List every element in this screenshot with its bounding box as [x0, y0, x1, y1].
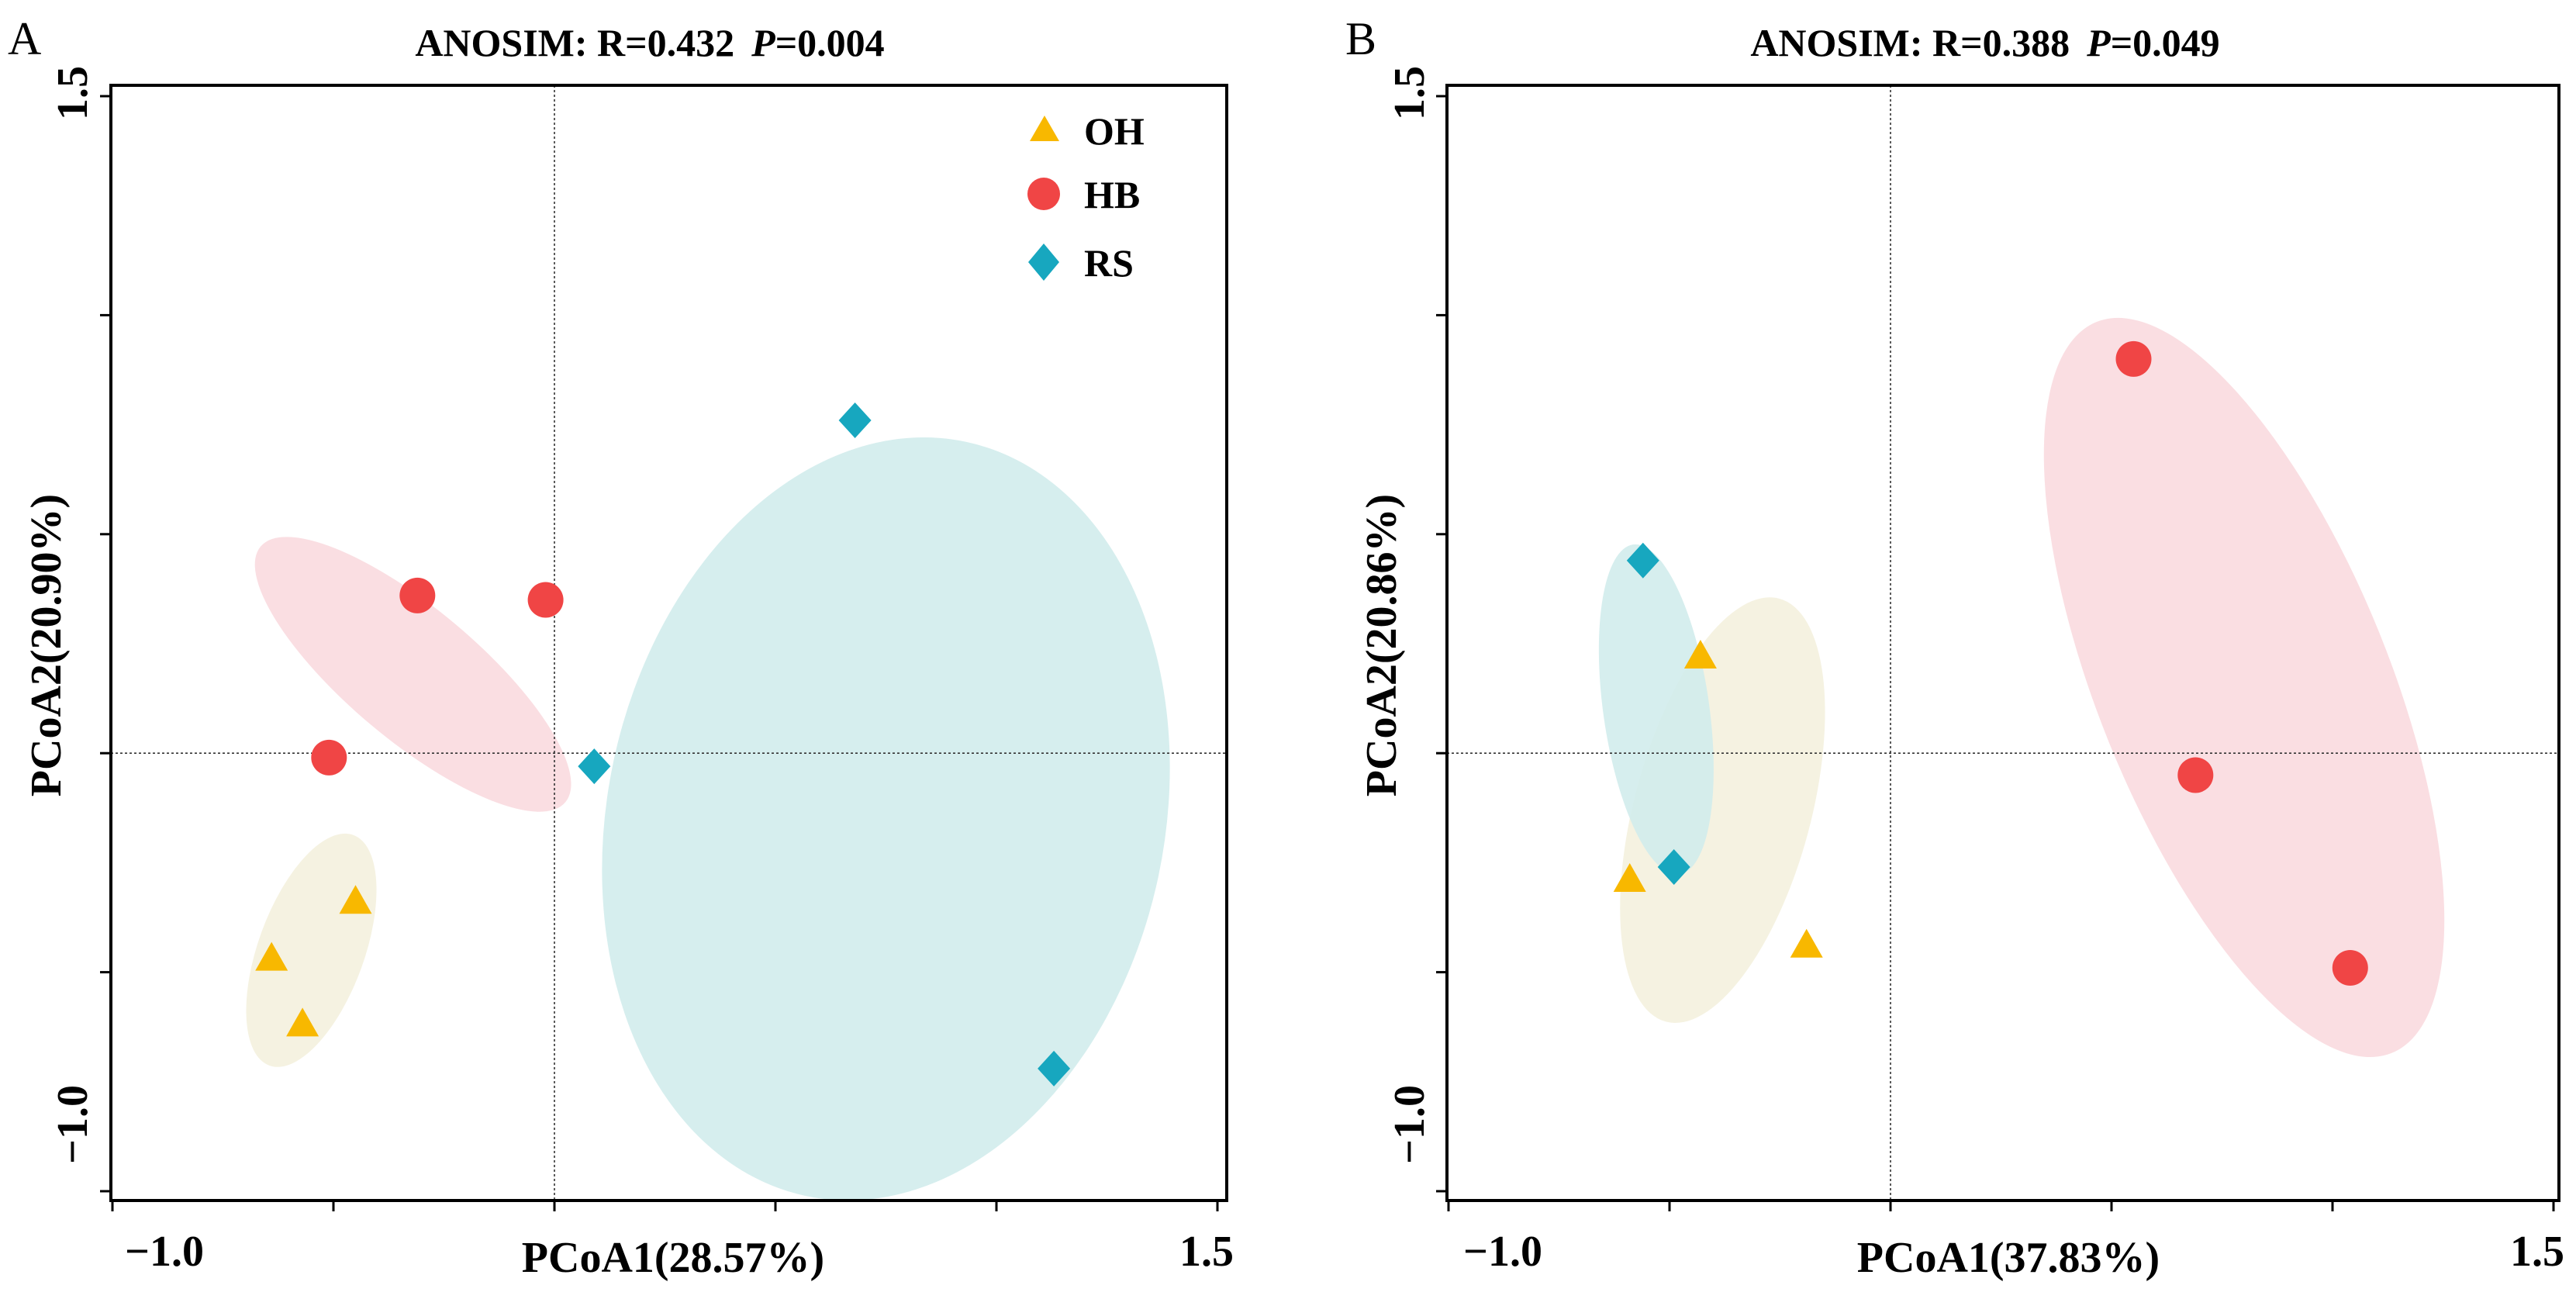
p-symbol: P [2086, 21, 2111, 64]
ellipse-rs [602, 437, 1170, 1201]
point-rs [1038, 1050, 1071, 1087]
y-tick-label-max: 1.5 [1386, 66, 1434, 120]
point-oh [1790, 928, 1823, 958]
point-rs [1657, 849, 1690, 886]
legend-label-hb: HB [1084, 173, 1140, 216]
ellipses [1598, 317, 2445, 1058]
legend-circle-icon [1027, 178, 1060, 210]
anosim-title: ANOSIM: R=0.388 P=0.049 [1750, 21, 2219, 64]
point-oh [255, 941, 288, 971]
data-points [1613, 340, 2368, 986]
y-axis-title: PCoA2(20.90%) [22, 494, 71, 796]
ellipse-rs [1598, 544, 1714, 875]
point-hb [2115, 340, 2152, 377]
point-rs [1626, 542, 1659, 579]
y-tick-label-min: −1.0 [49, 1085, 97, 1164]
data-points [255, 402, 1071, 1087]
panel-a: A ANOSIM: R=0.432 P=0.004 −1.0 1.5 −1.0 1… [8, 13, 1234, 1282]
y-axis-ticks [100, 95, 111, 1193]
x-axis-ticks [111, 1201, 1219, 1211]
y-tick-label-max: 1.5 [49, 66, 97, 120]
x-axis-title: PCoA1(28.57%) [522, 1234, 824, 1282]
point-hb [527, 582, 564, 618]
p-value: =0.049 [2111, 21, 2220, 64]
x-tick-label-max: 1.5 [1179, 1228, 1234, 1276]
legend: OH HB RS [1027, 109, 1145, 285]
legend-label-rs: RS [1084, 241, 1134, 285]
x-axis-title: PCoA1(37.83%) [1857, 1234, 2160, 1282]
x-tick-label-min: −1.0 [1463, 1228, 1542, 1276]
point-oh [1683, 639, 1717, 669]
ellipse-oh [246, 833, 377, 1067]
y-tick-label-min: −1.0 [1386, 1085, 1434, 1164]
ellipse-hb [2043, 317, 2445, 1058]
anosim-stat: ANOSIM: R=0.388 [1750, 21, 2070, 64]
x-tick-label-max: 1.5 [2510, 1228, 2564, 1276]
point-hb [311, 739, 347, 776]
x-tick-label-min: −1.0 [125, 1228, 204, 1276]
plot-frame [1445, 84, 2560, 1202]
y-axis-title: PCoA2(20.86%) [1358, 494, 1406, 796]
x-axis-ticks [1447, 1201, 2555, 1211]
legend-label-oh: OH [1084, 109, 1145, 153]
point-oh [339, 885, 372, 914]
p-symbol: P [751, 21, 775, 64]
plot-frame [109, 84, 1228, 1202]
p-value: =0.004 [775, 21, 885, 64]
ellipses [246, 437, 1170, 1201]
panel-label: A [8, 13, 41, 64]
point-hb [2332, 949, 2368, 986]
point-hb [399, 577, 436, 613]
point-oh [1613, 862, 1646, 892]
anosim-title: ANOSIM: R=0.432 P=0.004 [415, 21, 884, 64]
y-axis-ticks [1436, 95, 1447, 1193]
legend-diamond-icon [1028, 244, 1059, 281]
ellipse-hb [254, 537, 571, 812]
panel-b: B ANOSIM: R=0.388 P=0.049 −1.0 1.5 −1.0 1… [1345, 13, 2564, 1282]
point-rs [578, 748, 611, 785]
point-hb [2177, 757, 2214, 793]
panel-label: B [1345, 13, 1376, 64]
point-rs [838, 402, 872, 438]
legend-triangle-icon [1030, 116, 1059, 141]
anosim-stat: ANOSIM: R=0.432 [415, 21, 734, 64]
point-oh [286, 1007, 319, 1037]
